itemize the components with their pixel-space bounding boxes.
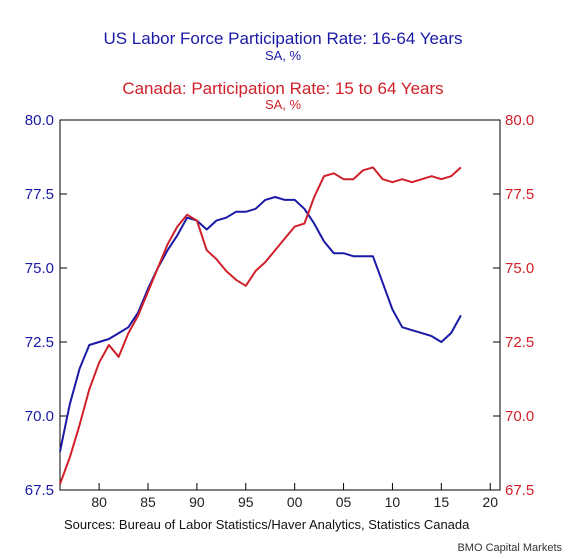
left-y-axis-ticks: 80.0 77.5 75.0 72.5 70.0 67.5	[25, 112, 67, 499]
x-tick-label: 80	[91, 494, 107, 510]
right-y-tick-label: 77.5	[505, 186, 534, 203]
series-lines	[59, 166, 462, 485]
plot-area	[59, 119, 501, 491]
right-y-tick-label: 67.5	[505, 482, 534, 499]
x-tick-label: 95	[238, 494, 254, 510]
source-note: Sources: Bureau of Labor Statistics/Have…	[64, 517, 470, 532]
left-y-tick-label: 77.5	[25, 186, 54, 203]
x-tick-label: 10	[385, 494, 401, 510]
left-y-tick-label: 70.0	[25, 408, 54, 425]
right-y-tick-label: 70.0	[505, 408, 534, 425]
left-y-tick-label: 75.0	[25, 260, 54, 277]
left-y-tick-label: 80.0	[25, 112, 54, 129]
x-tick-label: 15	[434, 494, 450, 510]
x-axis-ticks: 80 85 90 95 00 05 10 15 20	[91, 483, 498, 510]
right-y-tick-label: 80.0	[505, 112, 534, 129]
left-y-tick-label: 72.5	[25, 334, 54, 351]
us-participation-line	[59, 196, 462, 452]
us-title: US Labor Force Participation Rate: 16-64…	[103, 29, 462, 48]
x-tick-label: 00	[287, 494, 303, 510]
x-tick-label: 05	[336, 494, 352, 510]
us-subtitle: SA, %	[265, 48, 302, 63]
canada-title: Canada: Participation Rate: 15 to 64 Yea…	[122, 79, 443, 98]
x-tick-label: 20	[482, 494, 498, 510]
right-y-axis-ticks: 80.0 77.5 75.0 72.5 70.0 67.5	[493, 112, 534, 499]
right-y-tick-label: 75.0	[505, 260, 534, 277]
x-tick-label: 85	[140, 494, 156, 510]
left-y-tick-label: 67.5	[25, 482, 54, 499]
canada-participation-line	[59, 166, 462, 485]
canada-subtitle: SA, %	[265, 97, 302, 112]
x-tick-label: 90	[189, 494, 205, 510]
credit-label: BMO Capital Markets	[457, 542, 562, 554]
right-y-tick-label: 72.5	[505, 334, 534, 351]
